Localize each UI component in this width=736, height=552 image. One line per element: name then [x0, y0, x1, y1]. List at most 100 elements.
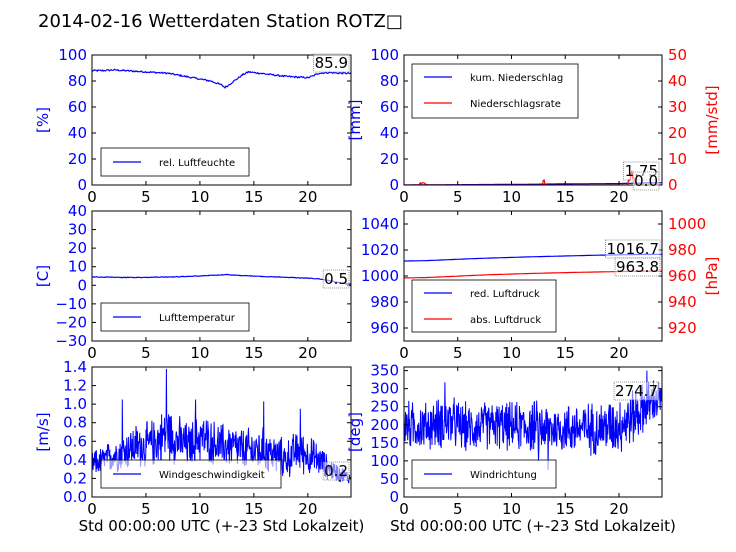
legend-frame: [411, 63, 579, 119]
value-annotation: 0.2: [324, 462, 348, 480]
y-tick-label-right: 0: [668, 176, 678, 194]
y-tick-label: 200: [370, 416, 399, 434]
x-tick-label: 20: [609, 500, 628, 518]
y-tick-label: 0: [389, 176, 399, 194]
panel-precipitation: 0 5 10 15 20 0 20 40 60 80 100 0 10 20 30 40 50 [mm] [mm/s…: [346, 46, 721, 206]
y-tick-label: 20: [68, 239, 87, 257]
y-tick-label: 60: [380, 98, 399, 116]
axes-frame-precipitation: [403, 54, 663, 186]
x-tick-label: 0: [399, 500, 409, 518]
value-annotation-box: [605, 239, 661, 259]
y-tick-label: 350: [370, 362, 399, 380]
x-tick-label: 15: [556, 344, 575, 362]
y-tick-label: 60: [68, 98, 87, 116]
x-tick-label: 5: [453, 188, 463, 206]
y-tick-label-right: 30: [668, 98, 687, 116]
y-tick-label-right: 40: [668, 72, 687, 90]
y-tick-label: −20: [55, 313, 87, 331]
x-tick-label: 15: [244, 344, 263, 362]
y-tick-label: 80: [380, 72, 399, 90]
y-tick-label: 10: [68, 258, 87, 276]
y-tick-label: 20: [68, 150, 87, 168]
x-axis-label: Std 00:00:00 UTC (+-23 Std Lokalzeit): [390, 517, 676, 535]
y-axis-label-right: [hPa]: [703, 257, 721, 296]
value-annotation-box: [613, 381, 660, 401]
legend-pressure: red. Luftdruck abs. Luftdruck: [411, 279, 557, 333]
y-tick-label-right: 920: [668, 319, 697, 337]
y-axis-label: [deg]: [346, 412, 364, 452]
y-tick-label: 100: [58, 46, 87, 64]
legend-precipitation: kum. Niederschlag Niederschlagsrate: [411, 63, 579, 119]
y-tick-label: 80: [68, 72, 87, 90]
y-tick-label: 40: [380, 124, 399, 142]
y-axis-label: [m/s]: [34, 412, 52, 451]
x-tick-label: 0: [87, 500, 97, 518]
panel-windspeed: 0 5 10 15 200.00.20.40.60.81.01.21.4[m/s]Std…: [34, 358, 364, 535]
y-tick-label-right: 940: [668, 293, 697, 311]
x-tick-label: 20: [609, 344, 628, 362]
value-annotation-box: [313, 53, 350, 73]
y-tick-label: 980: [370, 293, 399, 311]
y-tick-label: −10: [55, 295, 87, 313]
y-tick-label: 0.4: [63, 451, 87, 469]
x-axis-label: Std 00:00:00 UTC (+-23 Std Lokalzeit): [79, 517, 365, 535]
legend-label: kum. Niederschlag: [470, 73, 563, 84]
y-tick-label-right: 20: [668, 124, 687, 142]
y-tick-label: 0.6: [63, 432, 87, 450]
x-tick-label: 10: [190, 500, 209, 518]
axes-frame-humidity: [91, 54, 352, 186]
value-annotation: 0.0: [634, 172, 658, 190]
y-tick-label: 0: [389, 488, 399, 506]
y-tick-label-right: 1000: [668, 215, 706, 233]
legend-humidity: rel. Luftfeuchte: [100, 147, 250, 177]
series-line-winddirection-0: [404, 370, 662, 470]
y-tick-label: 0: [77, 176, 87, 194]
y-tick-label: 1.4: [63, 358, 87, 376]
x-tick-label: 5: [141, 500, 151, 518]
y-tick-label: 1.0: [63, 395, 87, 413]
series-line-humidity-0: [92, 68, 351, 89]
y-tick-label: 150: [370, 434, 399, 452]
x-tick-label: 5: [453, 344, 463, 362]
legend-label: Windgeschwindigkeit: [159, 470, 265, 481]
value-annotation: 0.5: [324, 270, 348, 288]
series-line-windspeed-0: [92, 368, 351, 484]
y-tick-label: 30: [68, 221, 87, 239]
y-axis-label: [mm]: [346, 100, 364, 141]
series-line-temperature-0: [92, 273, 351, 285]
y-axis-label: [C]: [34, 265, 52, 287]
y-tick-label: 1020: [361, 241, 399, 259]
x-tick-label: 0: [399, 188, 409, 206]
x-tick-label: 5: [141, 188, 151, 206]
x-tick-label: 20: [298, 500, 317, 518]
x-tick-label: 15: [244, 188, 263, 206]
y-tick-label: 40: [68, 202, 87, 220]
value-annotation: 1016.7: [607, 240, 660, 258]
value-annotation-box: [614, 257, 661, 277]
x-tick-label: 10: [502, 500, 521, 518]
x-tick-label: 10: [502, 344, 521, 362]
legend-label: Windrichtung: [470, 470, 537, 481]
y-tick-label-right: 10: [668, 150, 687, 168]
legend-label: rel. Luftfeuchte: [159, 158, 235, 169]
axes-frame-temperature: [91, 210, 352, 342]
value-annotation: 963.8: [616, 258, 659, 276]
value-annotation-box: [322, 461, 350, 481]
panel-pressure: 0 5 10 15 20 960 980 1000 1020 1040 920 940 960 980 10…: [361, 210, 721, 362]
y-tick-label: 1000: [361, 267, 399, 285]
x-tick-label: 20: [609, 188, 628, 206]
x-tick-label: 15: [556, 188, 575, 206]
legend-label: Lufttemperatur: [159, 313, 236, 324]
y-tick-label-right: 960: [668, 267, 697, 285]
x-tick-label: 10: [502, 188, 521, 206]
y-tick-label: 100: [370, 46, 399, 64]
y-tick-label: 0: [77, 276, 87, 294]
value-annotation: 85.9: [315, 54, 348, 72]
y-tick-label: 40: [68, 124, 87, 142]
y-tick-label: 50: [380, 470, 399, 488]
legend-frame: [411, 279, 557, 333]
x-tick-label: 20: [298, 344, 317, 362]
y-tick-label: 100: [370, 452, 399, 470]
value-annotation-box: [322, 269, 350, 289]
y-tick-label: −30: [55, 332, 87, 350]
